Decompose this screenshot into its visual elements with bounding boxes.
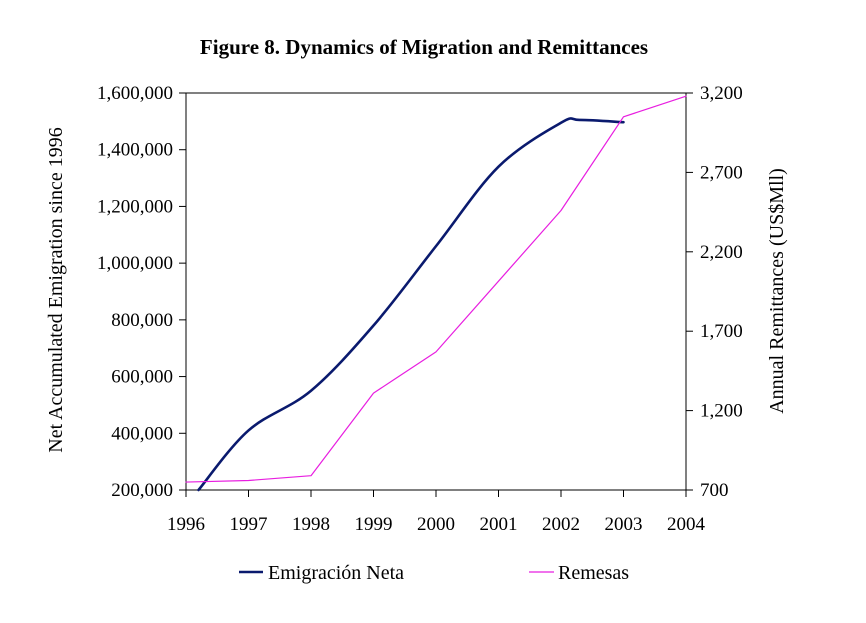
right-tick-label: 1,200: [700, 401, 743, 422]
right-axis: 700 1,200 1,700 2,200 2,700 3,200: [686, 83, 743, 501]
left-tick-label: 600,000: [111, 367, 173, 388]
left-tick-label: 1,200,000: [97, 196, 173, 217]
legend: Emigración Neta Remesas: [239, 562, 629, 584]
x-tick-label: 1997: [230, 514, 268, 535]
right-tick-label: 1,700: [700, 321, 743, 342]
right-tick-label: 3,200: [700, 83, 743, 104]
right-tick-label: 700: [700, 480, 729, 501]
right-tick-label: 2,700: [700, 162, 743, 183]
x-tick-label: 1999: [355, 514, 393, 535]
series-layer: [185, 95, 687, 492]
legend-label: Emigración Neta: [268, 562, 404, 584]
y-axis-label: Net Accumulated Emigration since 1996: [45, 127, 67, 452]
left-tick-label: 1,600,000: [97, 83, 173, 104]
left-tick-label: 800,000: [111, 310, 173, 331]
left-tick-label: 200,000: [111, 480, 173, 501]
y2-axis-label: Annual Remittances (US$Mll): [766, 168, 788, 414]
x-axis: 1996 1997 1998 1999 2000 2001 2002 2003 2004: [167, 490, 706, 535]
left-tick-label: 1,400,000: [97, 140, 173, 161]
x-tick-label: 1998: [292, 514, 330, 535]
x-tick-label: 2001: [480, 514, 518, 535]
x-tick-label: 2003: [605, 514, 643, 535]
x-tick-label: 2000: [417, 514, 455, 535]
legend-label: Remesas: [558, 562, 629, 584]
x-tick-label: 2002: [542, 514, 580, 535]
left-axis: 200,000 400,000 600,000 800,000 1,000,000 1,2…: [97, 83, 186, 501]
chart-title: Figure 8. Dynamics of Migration and Remi…: [200, 35, 648, 59]
x-tick-label: 1996: [167, 514, 205, 535]
series-line-remesas: [185, 95, 687, 483]
right-tick-label: 2,200: [700, 242, 743, 263]
series-line-emigracion-neta: [197, 117, 625, 492]
x-tick-label: 2004: [667, 514, 706, 535]
left-tick-label: 1,000,000: [97, 253, 173, 274]
left-tick-label: 400,000: [111, 423, 173, 444]
plot-area-frame: [185, 92, 687, 491]
